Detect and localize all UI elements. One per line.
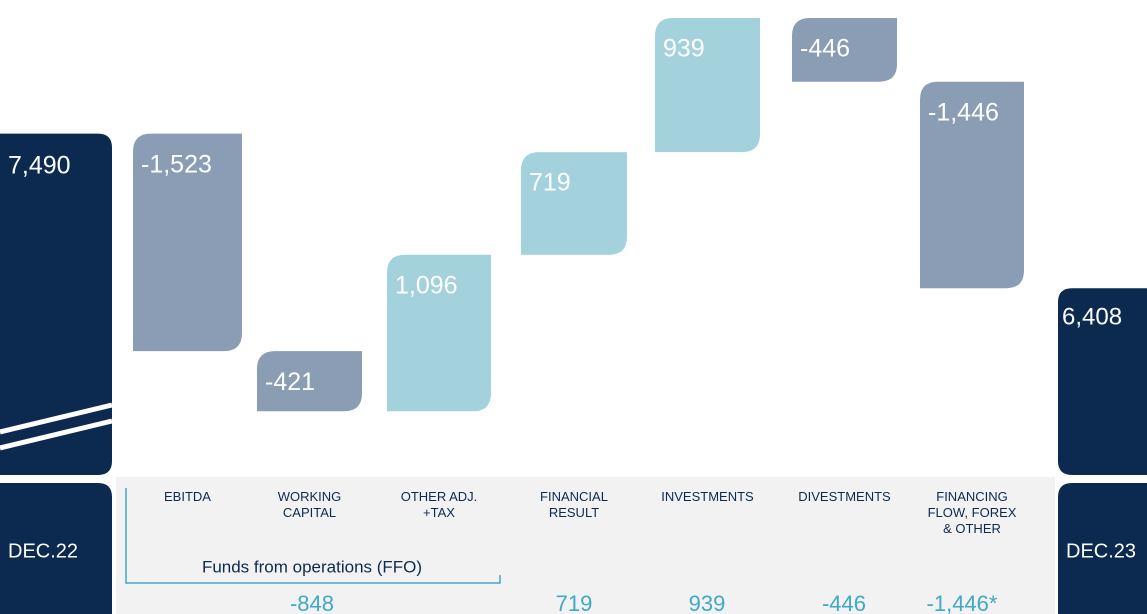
value-label: -1,523: [141, 150, 212, 178]
summary-value: 719: [556, 591, 593, 614]
category-label: INVESTMENTS: [661, 489, 754, 504]
category-label: DIVESTMENTS: [798, 489, 891, 504]
value-label: -1,446: [928, 98, 999, 126]
end-label: DEC.23: [1066, 540, 1136, 562]
axis-break: [0, 418, 113, 451]
value-label: -421: [265, 368, 315, 396]
bar: [133, 133, 242, 352]
value-label: 1,096: [395, 271, 458, 299]
bar: [920, 81, 1024, 289]
summary-value: -446: [822, 591, 866, 614]
category-label: WORKING CAPITAL: [277, 489, 342, 520]
label-band: [116, 477, 1055, 614]
category-label: OTHER ADJ. +TAX: [400, 489, 478, 520]
start-label: DEC.22: [8, 540, 78, 562]
end-value-label: 6,408: [1062, 304, 1122, 331]
start-label-box: [0, 483, 112, 614]
category-label: FINANCING FLOW, FOREX & OTHER: [927, 489, 1017, 536]
start-bar: [0, 133, 112, 475]
category-label: EBITDA: [164, 489, 211, 504]
bar: [257, 351, 362, 412]
ffo-bracket: [125, 488, 501, 584]
end-bar: [1058, 288, 1147, 475]
ffo-annotation: Funds from operations (FFO): [202, 557, 422, 576]
summary-value: 939: [689, 591, 726, 614]
summary-value: -1,446*: [927, 591, 998, 614]
axis-break: [0, 402, 113, 435]
bar: [655, 18, 760, 153]
start-value-label: 7,490: [8, 151, 71, 179]
bar: [387, 254, 491, 412]
summary-value: -848: [290, 591, 334, 614]
category-label: FINANCIAL RESULT: [540, 489, 608, 520]
value-label: -446: [800, 35, 850, 63]
value-label: 719: [529, 169, 571, 197]
value-label: 939: [663, 35, 705, 63]
bar: [521, 152, 627, 255]
bar: [792, 18, 897, 82]
end-label-box: [1058, 483, 1147, 614]
